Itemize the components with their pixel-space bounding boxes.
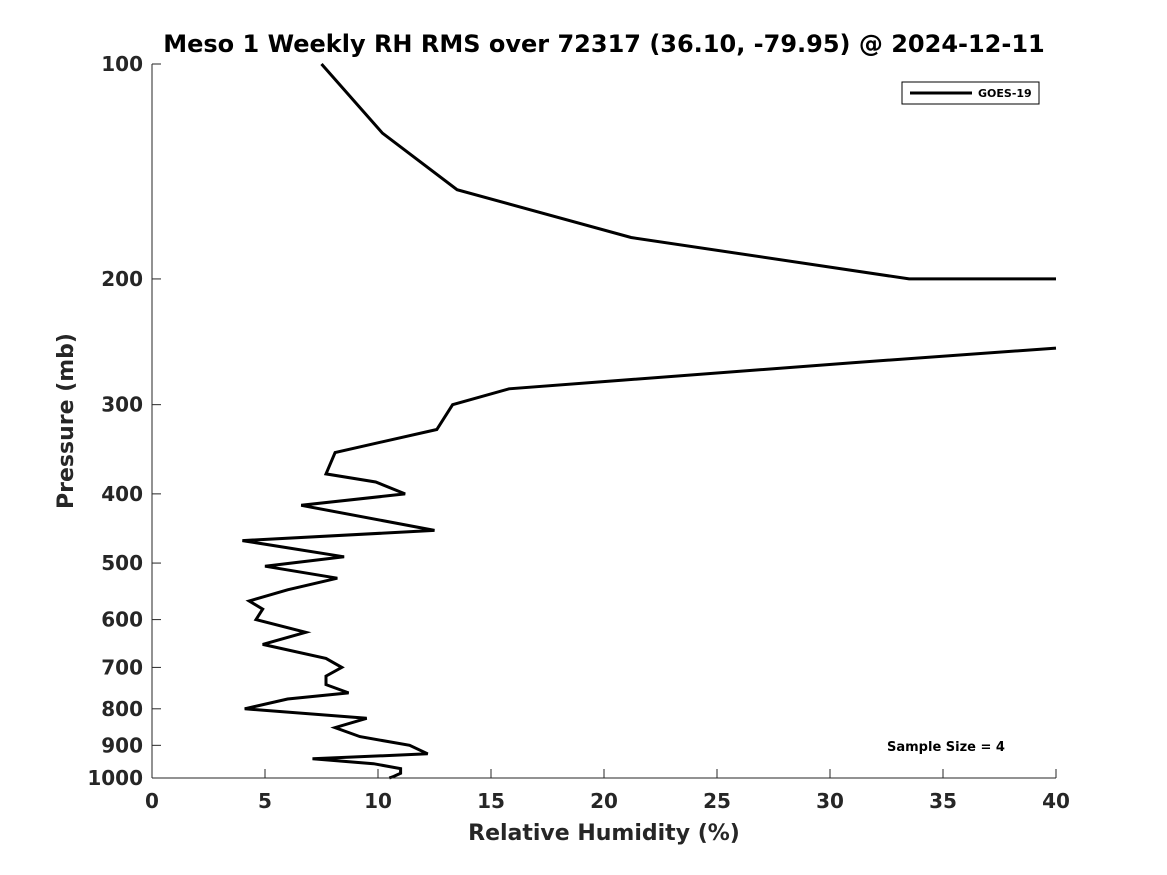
y-axis-ticks: 100 200 300 400 500 600 700 800 900 1000 (87, 52, 161, 790)
x-tick-label: 25 (703, 789, 731, 813)
x-axis-label: Relative Humidity (%) (468, 821, 740, 846)
y-tick-label: 100 (101, 52, 143, 76)
plot-area (152, 64, 1056, 778)
series-line-goes-19-segment-2 (242, 346, 1057, 780)
x-tick-label: 5 (258, 789, 272, 813)
y-tick-label: 300 (101, 393, 143, 417)
y-axis-label: Pressure (mb) (54, 333, 79, 509)
x-tick-label: 20 (590, 789, 618, 813)
x-tick-label: 10 (364, 789, 392, 813)
y-tick-label: 200 (101, 267, 143, 291)
y-tick-label: 400 (101, 482, 143, 506)
sample-size-annotation: Sample Size = 4 (887, 740, 1005, 755)
x-tick-label: 0 (145, 789, 159, 813)
legend: GOES-19 (901, 81, 1040, 105)
x-tick-label: 15 (477, 789, 505, 813)
x-tick-label: 35 (929, 789, 957, 813)
y-tick-label: 800 (101, 697, 143, 721)
x-tick-label: 40 (1042, 789, 1070, 813)
y-tick-label: 1000 (87, 766, 143, 790)
legend-entry-goes-19: GOES-19 (978, 87, 1032, 100)
y-tick-label: 500 (101, 551, 143, 575)
series-layer (242, 63, 1057, 780)
series-line-goes-19-segment-1 (320, 63, 1056, 281)
y-tick-label: 600 (101, 608, 143, 632)
y-tick-label: 700 (101, 655, 143, 679)
x-axis-ticks: 0 5 10 15 20 25 30 35 40 (145, 769, 1070, 813)
y-tick-label: 900 (101, 733, 143, 757)
x-tick-label: 30 (816, 789, 844, 813)
chart-title: Meso 1 Weekly RH RMS over 72317 (36.10, … (163, 30, 1045, 58)
